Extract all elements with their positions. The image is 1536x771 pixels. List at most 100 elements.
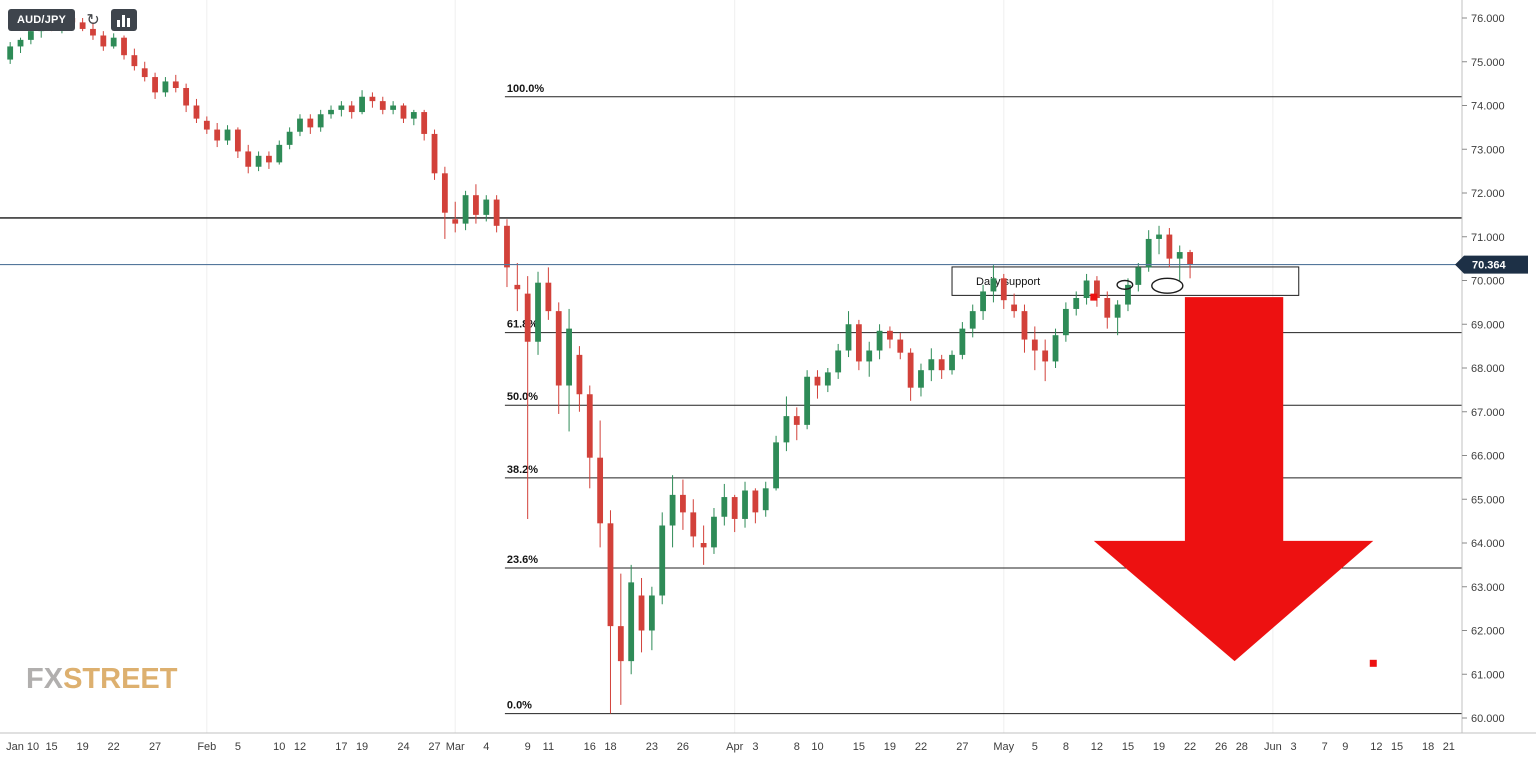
candle-body <box>431 133 438 174</box>
candle-body <box>1176 252 1183 259</box>
candle-body <box>742 490 748 519</box>
price-tick-label: 76.000 <box>1471 13 1505 25</box>
candle-body <box>721 497 728 517</box>
candle-body <box>545 282 552 312</box>
candle-body <box>711 516 717 548</box>
candle-body <box>1094 280 1100 298</box>
date-tick-label: 11 <box>543 741 554 753</box>
candle-body <box>224 129 231 141</box>
candle-body <box>1187 252 1193 265</box>
date-tick-label: 18 <box>1422 741 1434 753</box>
date-tick-label: 18 <box>604 741 616 753</box>
candle-body <box>203 120 210 130</box>
date-tick-label: Apr <box>726 741 743 753</box>
candle-body <box>1156 234 1162 239</box>
candle-body <box>17 39 24 47</box>
price-tick-label: 67.000 <box>1471 407 1505 419</box>
candle-body <box>535 282 541 342</box>
drawing-handle[interactable] <box>1369 659 1377 667</box>
candle-body <box>162 81 169 93</box>
candle-body <box>731 497 738 519</box>
date-tick-label: 26 <box>1215 741 1227 753</box>
candle-body <box>680 494 686 513</box>
date-tick-label: 22 <box>1184 741 1196 753</box>
chart-style-button[interactable] <box>111 9 138 31</box>
price-tick-label: 64.000 <box>1471 538 1505 550</box>
price-badge-shape <box>1455 255 1528 274</box>
candle-body <box>607 523 614 627</box>
candle-body <box>400 105 407 119</box>
watermark-fx: FX <box>26 663 64 695</box>
candle-body <box>928 359 935 371</box>
toolbar: AUD/JPY ↻ <box>8 9 138 31</box>
candle-body <box>421 112 428 134</box>
refresh-icon: ↻ <box>86 12 100 29</box>
candle-body <box>1114 304 1121 318</box>
candle-body <box>473 195 479 215</box>
date-tick-label: 9 <box>1342 741 1348 753</box>
candle-body <box>193 105 200 119</box>
candle-body <box>1042 350 1049 362</box>
candle-body <box>493 199 500 226</box>
drawing-handle[interactable] <box>1090 293 1098 301</box>
candle-body <box>245 151 252 167</box>
date-tick-label: 26 <box>677 741 689 753</box>
support-touch-ellipse[interactable] <box>1151 277 1184 294</box>
candle-body <box>328 109 334 115</box>
drawing-annotations <box>1090 277 1377 667</box>
candle-body <box>183 88 190 106</box>
candle-body <box>369 96 376 102</box>
candle-body <box>576 354 583 395</box>
candle-body <box>462 195 469 224</box>
down-arrow-drawing[interactable] <box>1093 297 1374 662</box>
candle-body <box>617 626 624 662</box>
candle-body <box>938 359 945 371</box>
price-tick-label: 66.000 <box>1471 451 1505 463</box>
candle-body <box>855 324 862 362</box>
candle-body <box>27 31 34 40</box>
symbol-badge[interactable]: AUD/JPY <box>8 9 76 31</box>
price-tick-label: 61.000 <box>1471 669 1505 681</box>
date-tick-label: 12 <box>1370 741 1382 753</box>
candle-body <box>907 352 914 388</box>
fibonacci-retracement: 100.0% 61.8% 50.0% 38.2% 23.6% 0.0% <box>504 83 1462 715</box>
candle-body <box>1083 280 1090 298</box>
candle-body <box>1135 267 1142 285</box>
date-tick-label: 19 <box>356 741 368 753</box>
bar-chart-icon <box>117 14 131 27</box>
candle-body <box>317 114 324 128</box>
fib-level-label: 0.0% <box>507 700 532 712</box>
price-badge-value: 70.364 <box>1472 260 1507 272</box>
candle-body <box>172 81 179 88</box>
date-tick-label: 19 <box>884 741 896 753</box>
candle-body <box>90 28 96 36</box>
date-tick-label: 24 <box>397 741 409 753</box>
candle-body <box>266 155 272 163</box>
candle-body <box>918 370 924 388</box>
candle-body <box>773 442 779 489</box>
candle-body <box>131 55 138 67</box>
date-tick-label: 4 <box>483 741 489 753</box>
candle-body <box>297 118 303 132</box>
fib-level-label: 50.0% <box>507 391 538 403</box>
fib-level-label: 38.2% <box>507 464 538 476</box>
candle-body <box>824 372 831 386</box>
candle-body <box>1104 298 1111 318</box>
price-tick-label: 62.000 <box>1471 626 1505 638</box>
date-tick-label: 12 <box>294 741 306 753</box>
candle-body <box>234 129 241 152</box>
date-tick-label: 15 <box>1122 741 1134 753</box>
fib-level-label: 61.8% <box>507 319 538 331</box>
candle-body <box>866 350 873 362</box>
candle-body <box>307 118 314 128</box>
candle-body <box>441 173 448 213</box>
refresh-button[interactable]: ↻ <box>82 9 104 31</box>
candle-body <box>566 328 572 386</box>
price-tick-label: 75.000 <box>1471 57 1505 69</box>
candle-body <box>690 512 697 537</box>
current-price-badge: 70.364 <box>1455 255 1528 274</box>
candle-body <box>980 291 986 312</box>
support-touch-ellipse[interactable] <box>1116 279 1134 290</box>
price-tick-label: 60.000 <box>1471 713 1505 725</box>
